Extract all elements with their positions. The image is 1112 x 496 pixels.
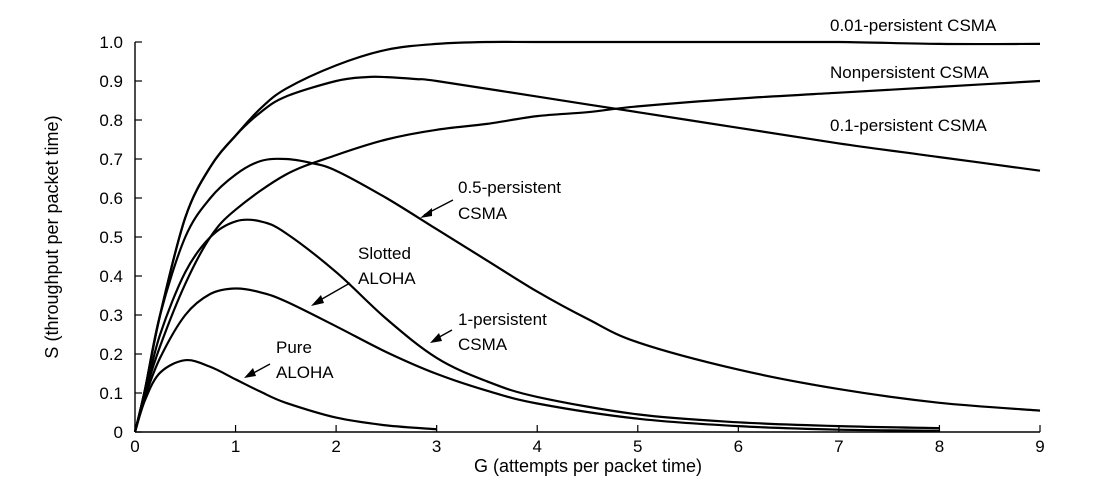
label-05-persistent-line2: CSMA [458,204,508,223]
y-tick-label-3: 0.3 [99,306,123,325]
y-tick-label-9: 0.9 [99,72,123,91]
y-tick-label-10: 1.0 [99,33,123,52]
x-ticks: 0 1 2 3 4 5 6 7 8 9 [130,425,1045,456]
x-tick-label-5: 5 [633,437,642,456]
curves [133,40,1041,433]
y-tick-label-8: 0.8 [99,111,123,130]
x-tick-label-3: 3 [432,437,441,456]
label-slotted-line1: Slotted [358,244,411,263]
x-tick-label-7: 7 [834,437,843,456]
x-tick-label-1: 1 [231,437,240,456]
label-nonpersistent-csma: Nonpersistent CSMA [830,63,989,82]
label-slotted-line2: ALOHA [358,269,416,288]
y-ticks: 0 0.1 0.2 0.3 0.4 0.5 0.6 0.7 0.8 0.9 1.0 [99,33,142,442]
y-tick-label-2: 0.2 [99,345,123,364]
annotations: 0.01-persistent CSMA Nonpersistent CSMA … [244,16,997,382]
y-tick-label-0: 0 [114,423,123,442]
x-tick-label-8: 8 [935,437,944,456]
x-tick-label-9: 9 [1035,437,1044,456]
label-pure-line2: ALOHA [276,363,334,382]
series-slotted-aloha [133,287,940,433]
label-01-persistent-csma: 0.1-persistent CSMA [830,116,987,135]
y-axis-title: S (throughput per packet time) [42,115,62,358]
x-axis-title: G (attempts per packet time) [474,456,702,476]
label-pure-line1: Pure [276,338,312,357]
series-0-1-persistent-csma [133,75,1041,433]
label-001-persistent-csma: 0.01-persistent CSMA [830,16,997,35]
x-tick-label-6: 6 [734,437,743,456]
series-nonpersistent-csma [133,79,1041,433]
y-tick-label-5: 0.5 [99,228,123,247]
y-tick-label-7: 0.7 [99,150,123,169]
x-tick-label-2: 2 [331,437,340,456]
arrowhead-1-persistent [430,333,442,343]
arrowhead-slotted-aloha [311,295,324,306]
y-tick-label-4: 0.4 [99,267,123,286]
y-tick-label-1: 0.1 [99,384,123,403]
series-1-persistent-csma [133,218,940,433]
x-tick-label-0: 0 [130,437,139,456]
series-pure-aloha [133,358,437,433]
series-0-5-persistent-csma [133,157,1041,433]
arrowhead-05-persistent [420,208,432,218]
y-tick-label-6: 0.6 [99,189,123,208]
arrowhead-pure-aloha [244,368,256,378]
label-1-persistent-line1: 1-persistent [458,310,547,329]
series-0-01-persistent-csma [133,40,1041,433]
label-1-persistent-line2: CSMA [458,335,508,354]
x-tick-label-4: 4 [532,437,541,456]
label-05-persistent-line1: 0.5-persistent [458,178,561,197]
